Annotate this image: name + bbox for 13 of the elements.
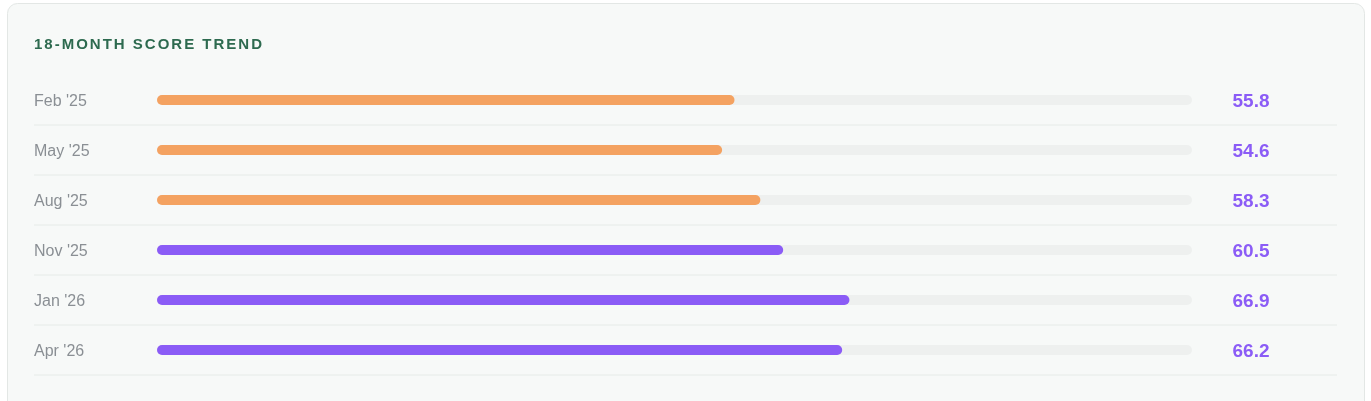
data-label: 55.8 bbox=[1232, 89, 1270, 111]
data-label: 58.3 bbox=[1232, 189, 1270, 211]
data-label: 66.2 bbox=[1232, 339, 1270, 361]
chart-title: 18-MONTH SCORE TREND bbox=[34, 35, 265, 53]
data-label: 60.5 bbox=[1232, 239, 1270, 261]
data-label: 66.9 bbox=[1232, 289, 1270, 311]
y-tick-label: Apr '26 bbox=[34, 341, 85, 359]
y-tick-label: Jan '26 bbox=[34, 291, 86, 309]
y-tick-label: Nov '25 bbox=[34, 241, 88, 259]
y-tick-label: Aug '25 bbox=[34, 191, 88, 209]
y-tick-label: May '25 bbox=[34, 141, 90, 159]
data-label: 54.6 bbox=[1232, 139, 1270, 161]
y-tick-label: Feb '25 bbox=[34, 91, 87, 109]
